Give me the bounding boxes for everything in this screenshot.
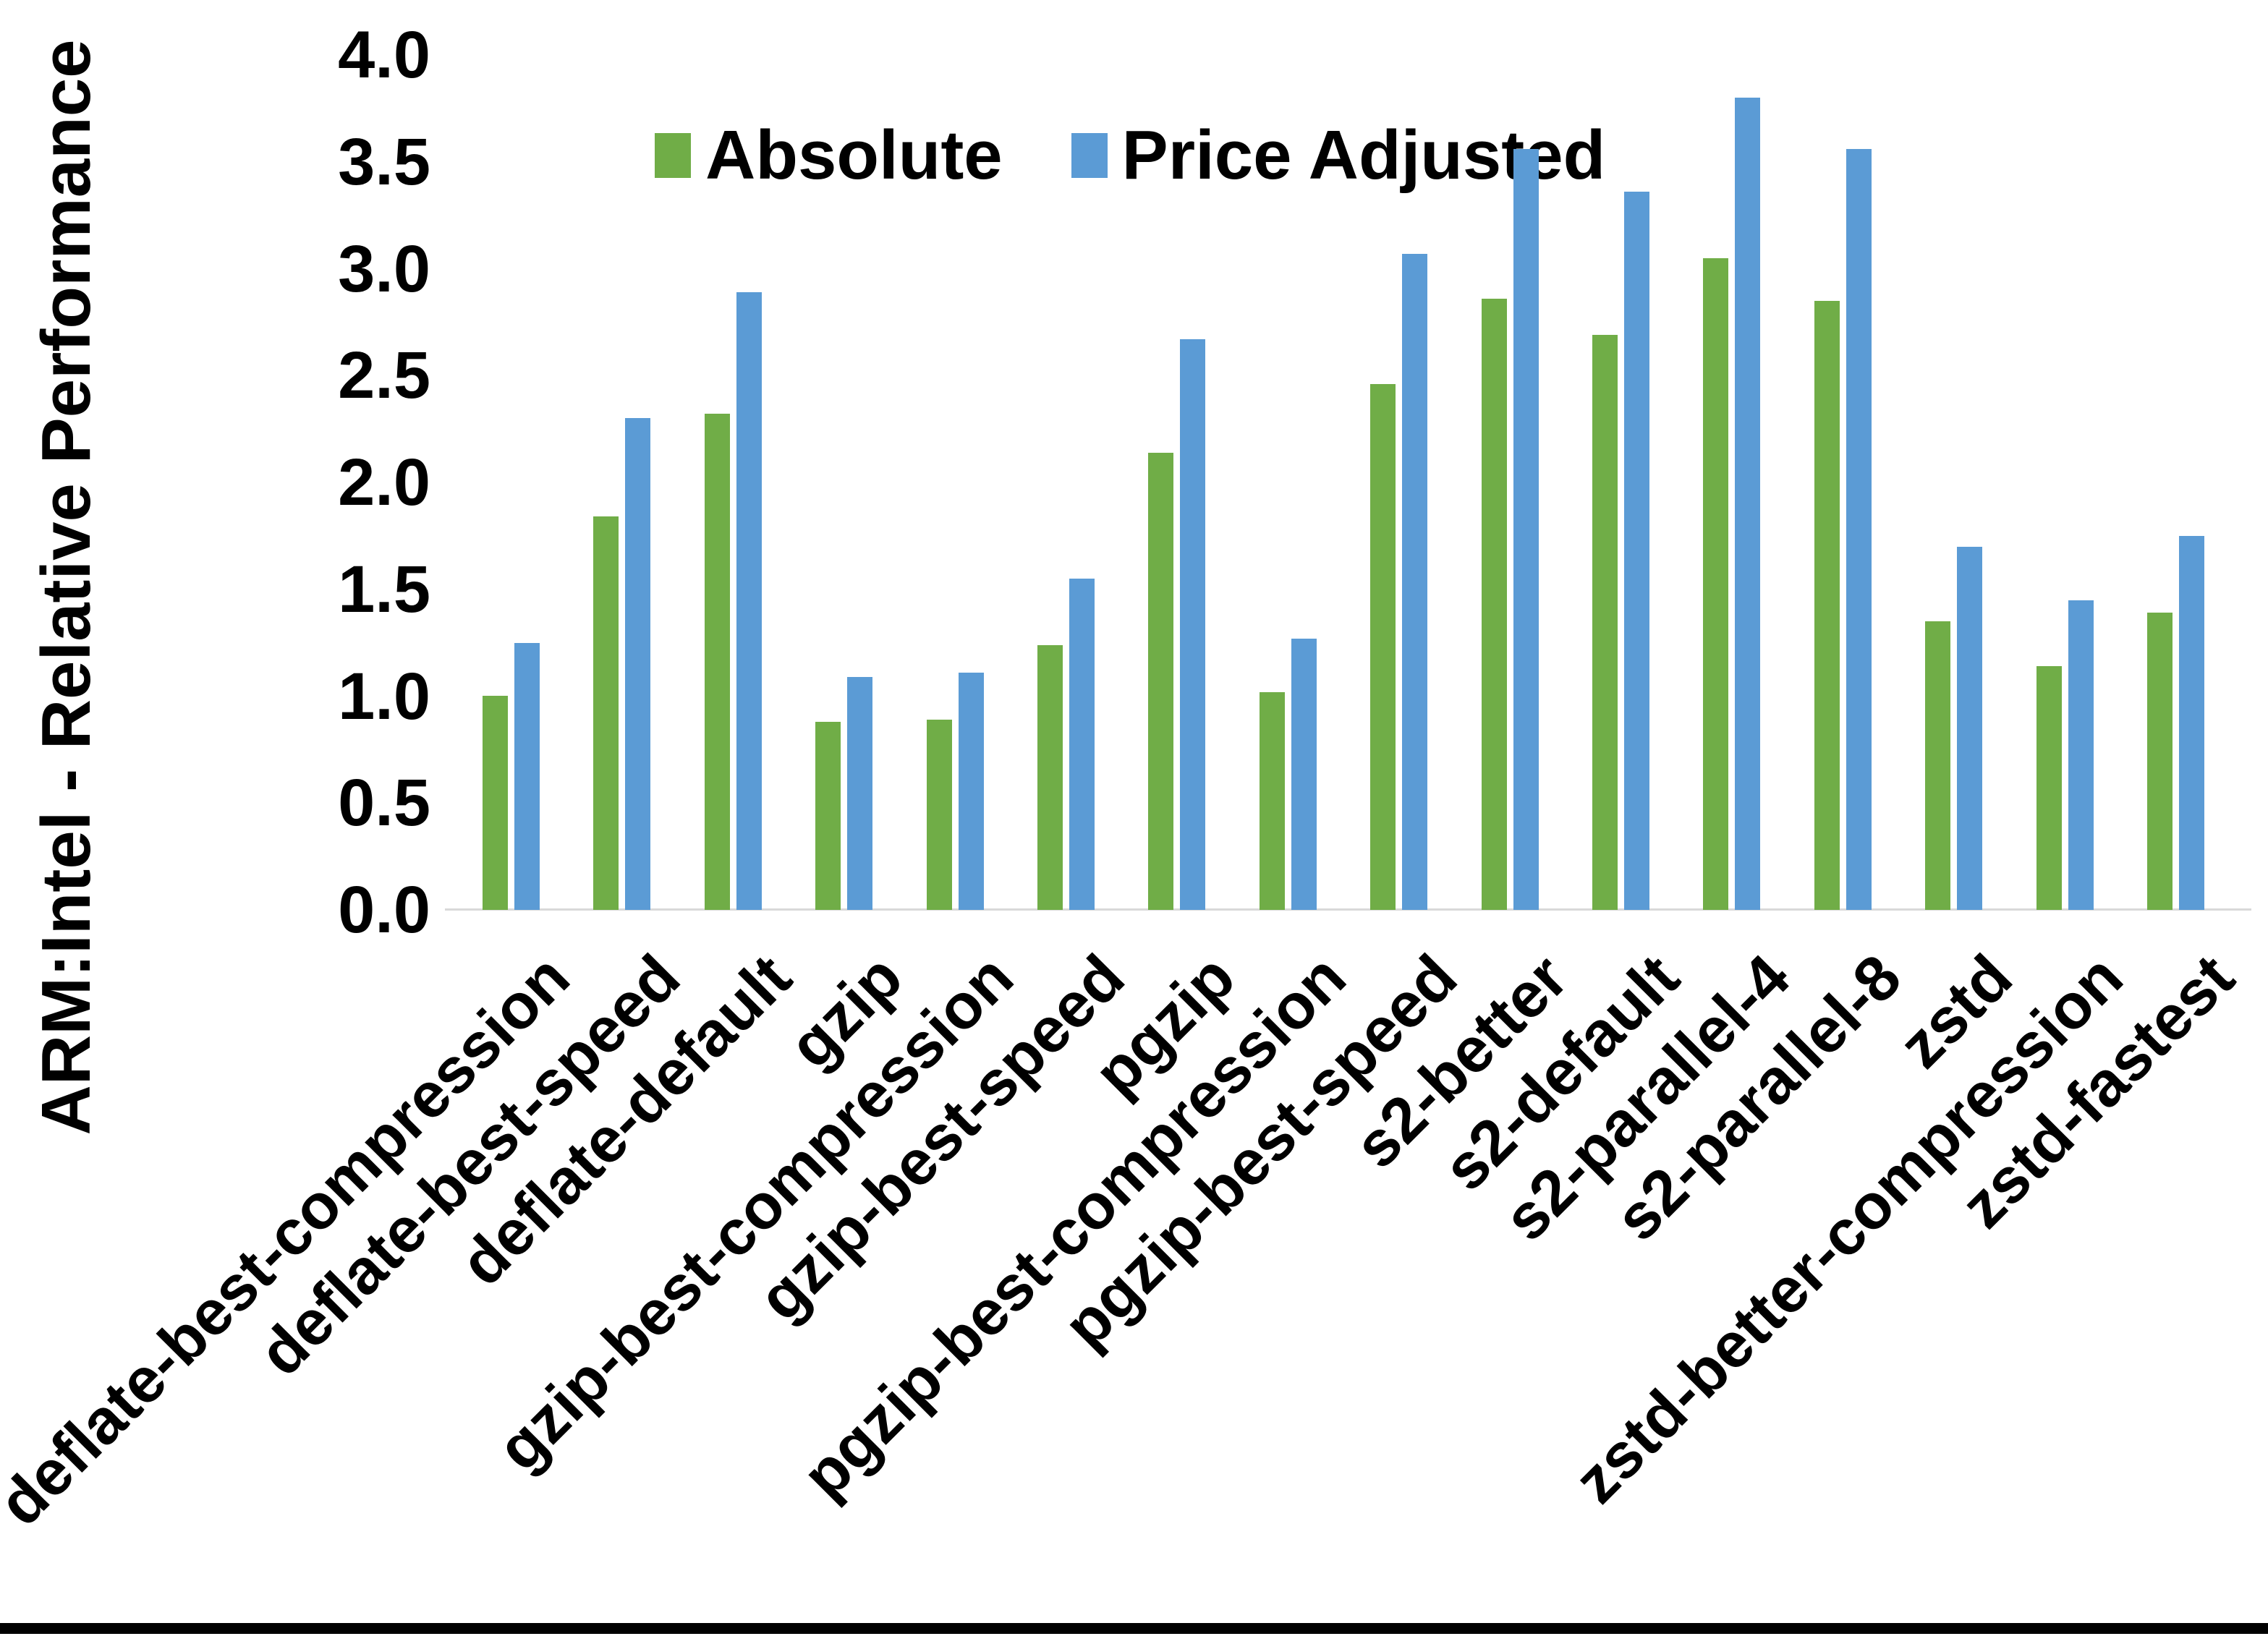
- bar-absolute-zstd-fastest: [2147, 613, 2173, 910]
- y-tick-3.5: 3.5: [338, 124, 430, 199]
- bar-price-adjusted-s2-parallel-8: [1846, 149, 1872, 910]
- bar-price-adjusted-gzip: [847, 677, 872, 910]
- y-tick-4.0: 4.0: [338, 18, 430, 92]
- y-tick-3.0: 3.0: [338, 231, 430, 306]
- bar-absolute-zstd-better-compression: [2036, 666, 2062, 910]
- bar-price-adjusted-s2-default: [1624, 192, 1649, 910]
- bar-absolute-s2-parallel-8: [1814, 301, 1840, 910]
- bar-price-adjusted-gzip-best-compression: [959, 673, 984, 910]
- bar-absolute-deflate-best-compression: [483, 696, 508, 910]
- bar-absolute-pgzip-best-compression: [1260, 692, 1285, 910]
- bar-price-adjusted-deflate-default: [736, 292, 762, 910]
- bar-price-adjusted-zstd-fastest: [2179, 536, 2204, 910]
- bar-absolute-zstd: [1925, 621, 1950, 910]
- legend-swatch-absolute-icon: [655, 133, 691, 178]
- bar-price-adjusted-gzip-best-speed: [1069, 579, 1095, 910]
- y-tick-2.5: 2.5: [338, 338, 430, 413]
- bar-price-adjusted-zstd: [1957, 547, 1982, 910]
- bar-price-adjusted-pgzip-best-speed: [1402, 254, 1427, 910]
- bar-price-adjusted-s2-parallel-4: [1735, 98, 1760, 910]
- y-tick-1.0: 1.0: [338, 659, 430, 733]
- bar-price-adjusted-pgzip-best-compression: [1291, 639, 1317, 910]
- y-tick-1.5: 1.5: [338, 552, 430, 626]
- bar-absolute-s2-better: [1482, 299, 1507, 910]
- bar-absolute-pgzip: [1148, 453, 1173, 910]
- window-border-bottom: [0, 1623, 2268, 1634]
- bar-absolute-gzip-best-compression: [927, 720, 952, 910]
- y-tick-0.0: 0.0: [338, 873, 430, 947]
- legend-label-absolute: Absolute: [705, 116, 1003, 194]
- bar-price-adjusted-zstd-better-compression: [2068, 600, 2094, 910]
- y-axis-title: ARM:Intel - Relative Performance: [27, 39, 105, 1136]
- bar-absolute-gzip-best-speed: [1037, 645, 1063, 910]
- legend-item-absolute: Absolute: [655, 116, 1003, 195]
- bar-absolute-deflate-best-speed: [593, 516, 619, 910]
- bar-absolute-s2-parallel-4: [1703, 258, 1728, 910]
- bar-absolute-deflate-default: [705, 414, 730, 910]
- bar-absolute-gzip: [815, 722, 841, 910]
- y-tick-2.0: 2.0: [338, 446, 430, 519]
- y-tick-0.5: 0.5: [338, 766, 430, 840]
- legend: Absolute Price Adjusted: [655, 108, 1605, 203]
- bar-absolute-pgzip-best-speed: [1370, 384, 1396, 910]
- x-axis-line: [445, 908, 2251, 911]
- bar-price-adjusted-s2-better: [1513, 149, 1539, 910]
- bar-price-adjusted-deflate-best-speed: [625, 418, 650, 910]
- bar-price-adjusted-deflate-best-compression: [514, 643, 540, 910]
- bar-price-adjusted-pgzip: [1180, 339, 1205, 910]
- legend-swatch-price-adjusted-icon: [1071, 133, 1108, 178]
- bar-absolute-s2-default: [1592, 335, 1618, 910]
